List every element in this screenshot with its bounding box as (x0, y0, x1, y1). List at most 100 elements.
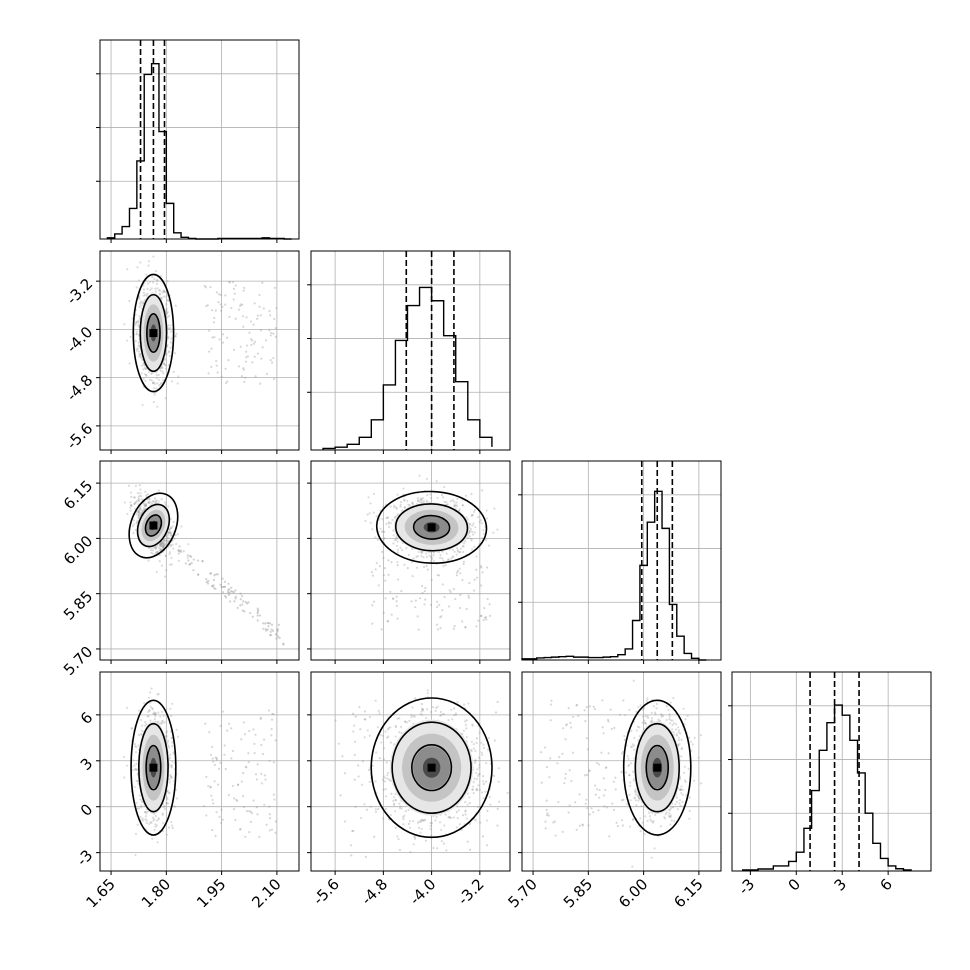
sample-point (436, 600, 439, 603)
sample-point (156, 382, 159, 385)
sample-point (485, 509, 488, 512)
sample-point (273, 317, 276, 321)
sample-point (411, 503, 415, 506)
sample-point (150, 548, 153, 552)
sample-point (237, 365, 241, 368)
sample-point (419, 497, 422, 500)
sample-point (270, 727, 273, 731)
sample-point (172, 547, 175, 550)
sample-point (143, 364, 146, 367)
histogram-bar (684, 653, 691, 660)
sample-point (441, 583, 444, 586)
sample-point (470, 548, 474, 551)
sample-point (274, 831, 277, 834)
sample-point (242, 367, 245, 370)
sample-point (152, 500, 155, 503)
sample-point (480, 584, 483, 587)
sample-point (157, 546, 161, 550)
sample-point (271, 623, 274, 626)
sample-point (258, 614, 262, 617)
sample-point (453, 625, 456, 628)
sample-point (156, 841, 159, 844)
sample-point (177, 549, 180, 552)
sample-point (135, 349, 138, 352)
sample-point (210, 347, 213, 350)
sample-point (148, 378, 152, 382)
sample-point (208, 329, 211, 332)
sample-point (448, 816, 451, 819)
sample-point (471, 788, 474, 791)
sample-point (268, 817, 272, 820)
sample-point (139, 352, 142, 355)
sample-point (473, 531, 476, 534)
sample-point (467, 594, 470, 597)
sample-point (430, 558, 434, 561)
sample-point (472, 522, 475, 525)
sample-point (217, 767, 221, 770)
sample-point (140, 806, 143, 809)
sample-point (456, 548, 459, 552)
sample-point (493, 507, 496, 510)
sample-point (385, 761, 388, 764)
histogram-bar (677, 636, 684, 660)
sample-point (146, 292, 149, 295)
sample-point (149, 501, 152, 504)
sample-point (226, 380, 229, 383)
sample-point (485, 618, 488, 621)
sample-point (246, 344, 249, 347)
sample-point (243, 380, 246, 384)
sample-point (227, 589, 230, 592)
sample-point (140, 304, 143, 307)
sample-point (172, 751, 175, 754)
sample-point (269, 634, 273, 637)
sample-point (270, 628, 273, 631)
sample-point (221, 341, 225, 344)
sample-point (132, 532, 135, 535)
sample-point (161, 545, 165, 548)
sample-point (475, 777, 478, 781)
sample-point (424, 598, 427, 601)
sample-point (486, 748, 490, 751)
sample-point (160, 381, 163, 385)
sample-point (138, 315, 141, 318)
sample-point (363, 803, 366, 806)
sample-point (403, 499, 406, 502)
sample-point (143, 373, 146, 376)
sample-point (145, 504, 148, 507)
sample-point (162, 361, 165, 364)
sample-point (436, 847, 439, 850)
sample-point (150, 372, 153, 376)
sample-point (153, 497, 157, 500)
sample-point (205, 580, 208, 584)
sample-point (142, 507, 146, 510)
sample-point (168, 529, 171, 533)
sample-point (231, 281, 234, 284)
sample-point (211, 745, 214, 748)
sample-point (462, 550, 465, 554)
sample-point (260, 743, 263, 747)
sample-point (153, 382, 156, 385)
sample-point (397, 837, 400, 841)
histogram-bar (842, 715, 850, 871)
sample-point (143, 504, 146, 507)
sample-point (137, 709, 141, 712)
sample-point (163, 721, 166, 724)
sample-point (134, 484, 138, 488)
sample-point (262, 627, 265, 630)
sample-point (134, 832, 138, 835)
histogram-bar (347, 444, 359, 450)
sample-point (131, 769, 134, 772)
sample-point (159, 275, 163, 278)
sample-point (155, 570, 158, 573)
x-tick-label: 6 (876, 875, 895, 894)
sample-point (139, 355, 142, 358)
sample-point (353, 724, 356, 727)
sample-point (133, 496, 136, 499)
sample-point (188, 563, 192, 566)
sample-point (369, 502, 372, 505)
sample-point (224, 767, 227, 771)
sample-point (170, 337, 173, 340)
sample-point (461, 504, 464, 507)
sample-point (153, 818, 156, 821)
sample-point (461, 499, 464, 502)
